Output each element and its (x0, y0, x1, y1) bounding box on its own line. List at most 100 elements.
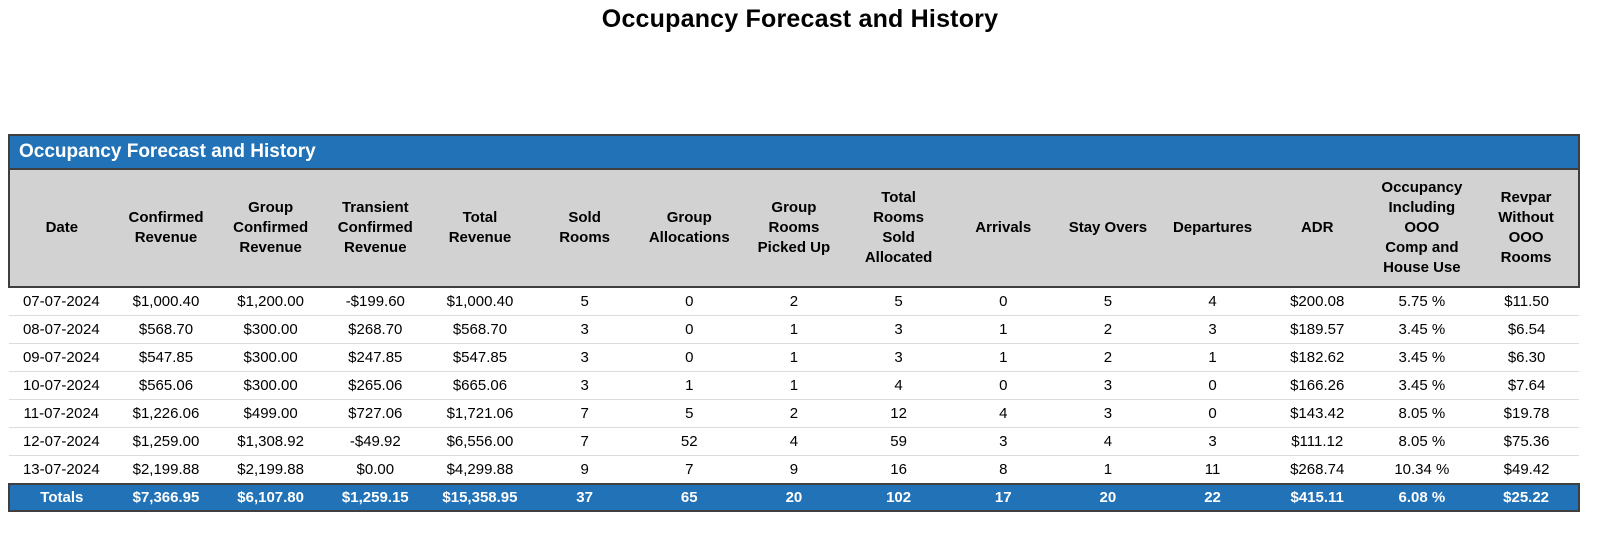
totals-cell: 65 (636, 483, 742, 512)
table-cell: $1,200.00 (218, 287, 323, 316)
table-cell: 0 (950, 371, 1056, 400)
table-cell: -$49.92 (322, 427, 428, 456)
table-cell: 0 (636, 315, 742, 344)
table-cell: 3 (1055, 399, 1161, 428)
table-cell: 3 (1160, 315, 1265, 344)
table-cell: $665.06 (427, 371, 533, 400)
totals-cell: $25.22 (1474, 483, 1580, 512)
header-cell: Total Rooms Sold Allocated (846, 169, 951, 288)
table-cell: 2 (1055, 315, 1161, 344)
table-cell: 2 (741, 287, 847, 316)
table-cell: 52 (636, 427, 742, 456)
date-cell: 09-07-2024 (9, 343, 114, 372)
table-cell: 12 (846, 399, 951, 428)
table-cell: 16 (846, 455, 951, 485)
header-cell: Revpar Without OOO Rooms (1474, 169, 1580, 288)
table-cell: $300.00 (218, 315, 323, 344)
table-cell: $4,299.88 (427, 455, 533, 485)
table-cell: $143.42 (1264, 399, 1370, 428)
table-cell: $268.74 (1264, 455, 1370, 485)
totals-cell: $6,107.80 (218, 483, 323, 512)
table-cell: 3.45 % (1369, 371, 1475, 400)
table-cell: -$199.60 (322, 287, 428, 316)
table-cell: 3 (950, 427, 1056, 456)
table-cell: $1,308.92 (218, 427, 323, 456)
header-cell: Group Confirmed Revenue (218, 169, 323, 288)
header-cell: ADR (1264, 169, 1370, 288)
table-cell: 3 (846, 315, 951, 344)
table-cell: 4 (1055, 427, 1161, 456)
table-cell: 10.34 % (1369, 455, 1475, 485)
table-cell: $166.26 (1264, 371, 1370, 400)
header-row: Date Confirmed Revenue Group Confirmed Rev… (8, 169, 1580, 288)
table-cell: 59 (846, 427, 951, 456)
table-cell: $7.64 (1474, 371, 1579, 400)
table-cell: $1,259.00 (113, 427, 219, 456)
table-cell: 3.45 % (1369, 343, 1475, 372)
table-cell: $75.36 (1474, 427, 1579, 456)
table-cell: $111.12 (1264, 427, 1370, 456)
table-cell: $2,199.88 (113, 455, 219, 485)
table-cell: $1,721.06 (427, 399, 533, 428)
table-cell: 7 (636, 455, 742, 485)
totals-cell: $415.11 (1264, 483, 1370, 512)
table-cell: 0 (636, 343, 742, 372)
occupancy-report-table: Occupancy Forecast and History Date Confi… (8, 134, 1580, 512)
header-cell: Total Revenue (427, 169, 533, 288)
table-cell: 4 (846, 371, 951, 400)
table-cell: $1,000.40 (427, 287, 533, 316)
totals-cell: 102 (846, 483, 951, 512)
table-cell: 4 (950, 399, 1056, 428)
page-title: Occupancy Forecast and History (601, 5, 999, 33)
table-cell: 3 (846, 343, 951, 372)
header-cell: Arrivals (950, 169, 1056, 288)
table-row: 11-07-2024 $1,226.06 $499.00 $727.06 $1,721.… (9, 399, 1579, 428)
table-cell: 0 (950, 287, 1056, 316)
table-cell: $11.50 (1474, 287, 1579, 316)
date-cell: 11-07-2024 (9, 399, 114, 428)
table-row: 12-07-2024 $1,259.00 $1,308.92 -$49.92 $6,55… (9, 427, 1579, 456)
report-table-container: Occupancy Forecast and History Date Confi… (8, 134, 1580, 512)
table-cell: $247.85 (322, 343, 428, 372)
date-cell: 08-07-2024 (9, 315, 114, 344)
date-cell: 10-07-2024 (9, 371, 114, 400)
table-cell: $6.54 (1474, 315, 1579, 344)
table-cell: 1 (741, 343, 847, 372)
header-cell: Departures (1160, 169, 1265, 288)
table-cell: 8.05 % (1369, 399, 1475, 428)
table-cell: 1 (950, 343, 1056, 372)
table-cell: 1 (1160, 343, 1265, 372)
table-cell: 3 (532, 343, 637, 372)
table-cell: 5 (846, 287, 951, 316)
table-cell: 8 (950, 455, 1056, 485)
table-body: 07-07-2024 $1,000.40 $1,200.00 -$199.60 $1,0… (9, 287, 1579, 485)
table-cell: 3 (1055, 371, 1161, 400)
table-cell: $265.06 (322, 371, 428, 400)
table-cell: $300.00 (218, 371, 323, 400)
table-cell: 2 (1055, 343, 1161, 372)
table-cell: 5 (1055, 287, 1161, 316)
table-cell: 7 (532, 399, 637, 428)
header-cell: Occupancy Including OOO Comp and House U… (1369, 169, 1475, 288)
totals-cell: 20 (741, 483, 847, 512)
table-cell: $568.70 (427, 315, 533, 344)
table-cell: $499.00 (218, 399, 323, 428)
table-cell: 0 (1160, 399, 1265, 428)
table-row: 10-07-2024 $565.06 $300.00 $265.06 $665.06 3 1… (9, 371, 1579, 400)
table-cell: $268.70 (322, 315, 428, 344)
totals-cell: 6.08 % (1369, 483, 1475, 512)
header-cell: Transient Confirmed Revenue (322, 169, 428, 288)
table-cell: 5 (636, 399, 742, 428)
table-cell: 0 (636, 287, 742, 316)
table-row: 13-07-2024 $2,199.88 $2,199.88 $0.00 $4,299.… (9, 455, 1579, 485)
date-cell: 07-07-2024 (9, 287, 114, 316)
table-cell: 1 (950, 315, 1056, 344)
table-cell: 1 (741, 315, 847, 344)
table-cell: 0 (1160, 371, 1265, 400)
table-title: Occupancy Forecast and History (8, 134, 1580, 170)
table-cell: $727.06 (322, 399, 428, 428)
header-cell: Sold Rooms (532, 169, 637, 288)
table-cell: 4 (1160, 287, 1265, 316)
table-cell: 2 (741, 399, 847, 428)
totals-row: Totals $7,366.95 $6,107.80 $1,259.15 $15,358… (8, 483, 1580, 512)
